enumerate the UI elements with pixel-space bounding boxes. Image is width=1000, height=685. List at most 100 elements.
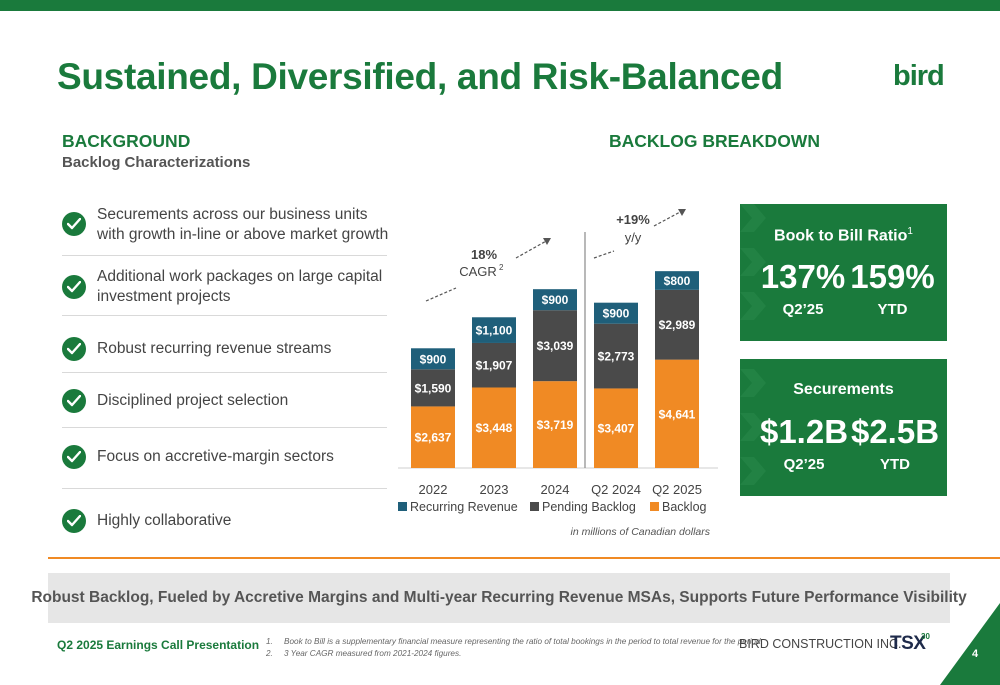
book-to-bill-q2-value: 137% (760, 258, 846, 295)
unit-note: in millions of Canadian dollars (571, 526, 711, 538)
divider (62, 488, 387, 489)
data-label: $800 (664, 274, 691, 288)
securements-ytd-label: YTD (880, 456, 910, 473)
data-label: $2,989 (659, 318, 696, 332)
bar-segment-backlog (533, 381, 577, 468)
yoy-annotation-value: +19% (616, 212, 650, 227)
securements-card: Securements $1.2B $2.5B Q2’25 YTD (740, 359, 947, 496)
bar-segment-recurring-revenue (655, 271, 699, 290)
legend-label: Backlog (662, 500, 707, 514)
footnote-marker: 1 (907, 226, 913, 237)
presentation-name: Q2 2025 Earnings Call Presentation (57, 638, 260, 652)
backlog-chart: $2,637 $1,590 $900 2022 $3,448 $1,907 $1,100 20… (398, 200, 728, 545)
data-label: $3,039 (537, 339, 574, 353)
background-heading: BACKGROUND (62, 131, 191, 151)
bar-segment-backlog (655, 359, 699, 468)
list-item-text: Focus on accretive-margin sectors (97, 448, 334, 465)
book-to-bill-card: Book to Bill Ratio1 137% 159% Q2’25 YTD (740, 204, 947, 341)
data-label: $3,448 (476, 421, 513, 435)
list-item: Additional work packages on large capita… (62, 262, 387, 318)
list-item-text: Highly collaborative (97, 512, 232, 529)
cagr-trend-arrow-left (425, 287, 457, 302)
list-item: Highly collaborative (62, 500, 387, 548)
backlog-stacked-bar-chart: $2,637 $1,590 $900 2022 $3,448 $1,907 $1,100 20… (398, 209, 718, 538)
footnote-text: 3 Year CAGR measured from 2021-2024 figu… (284, 649, 462, 658)
corner-triangle (940, 603, 1000, 685)
list-item: Robust recurring revenue streams (62, 324, 387, 372)
check-icon (62, 509, 86, 533)
page-number: 4 (972, 648, 979, 660)
bar-segment-pending-backlog (472, 342, 516, 388)
x-tick-label: 2023 (480, 482, 509, 497)
list-item-text: Robust recurring revenue streams (97, 340, 332, 357)
x-tick-label: Q2 2024 (591, 482, 641, 497)
x-tick-label: 2024 (541, 482, 570, 497)
footnotes: 1. Book to Bill is a supplementary financ… (266, 636, 763, 660)
check-icon (62, 212, 86, 236)
bar-segment-recurring-revenue (594, 302, 638, 324)
data-label: $1,907 (476, 359, 513, 373)
yoy-trend-arrow-left (593, 250, 615, 259)
legend-swatch (398, 502, 407, 511)
legend-label: Recurring Revenue (410, 500, 518, 514)
cagr-trend-arrow-right (515, 239, 549, 259)
arrowhead-icon (543, 238, 551, 245)
data-label: $900 (603, 307, 630, 321)
securements-ytd-value: $2.5B (850, 413, 940, 450)
list-item: Focus on accretive-margin sectors (62, 436, 387, 484)
data-label: $4,641 (659, 407, 696, 421)
data-label: $2,773 (598, 350, 635, 364)
x-tick-label: 2022 (419, 482, 448, 497)
divider (62, 255, 387, 256)
cagr-footnote-marker: 2 (499, 263, 504, 272)
bird-logo: bird (893, 60, 945, 92)
check-icon (62, 445, 86, 469)
background-subheading: Backlog Characterizations (62, 154, 251, 171)
yoy-annotation-label: y/y (625, 230, 642, 245)
cagr-annotation-label: CAGR (459, 264, 497, 279)
data-label: $1,100 (476, 324, 513, 338)
bar-segment-backlog (594, 388, 638, 468)
divider (62, 372, 387, 373)
list-item-text: Additional work packages on large capita… (97, 268, 383, 305)
backlog-breakdown-heading: BACKLOG BREAKDOWN (609, 131, 820, 151)
divider (62, 315, 387, 316)
divider (62, 427, 387, 428)
company-name: BIRD CONSTRUCTION INC. (739, 637, 902, 651)
legend-label: Pending Backlog (542, 500, 636, 514)
bar-segment-pending-backlog (533, 310, 577, 382)
data-label: $2,637 (415, 431, 452, 445)
list-item: Disciplined project selection (62, 380, 387, 428)
tsx-text: TSX (890, 633, 926, 654)
list-item-text: Securements across our business units wi… (97, 206, 389, 243)
book-to-bill-q2-label: Q2’25 (782, 301, 824, 318)
orange-divider (48, 557, 1000, 559)
legend-swatch (650, 502, 659, 511)
chevron-pattern-icon (740, 369, 766, 485)
data-label: $1,590 (415, 381, 452, 395)
securements-title: Securements (793, 381, 894, 398)
book-to-bill-title: Book to Bill Ratio1 (740, 226, 947, 245)
chevron-pattern-icon (740, 204, 766, 320)
book-to-bill-ytd-label: YTD (877, 301, 908, 318)
book-to-bill-title-text: Book to Bill Ratio (774, 227, 908, 245)
bar-segment-recurring-revenue (533, 289, 577, 311)
securements-q2-value: $1.2B (759, 413, 849, 450)
bar-segment-backlog (411, 406, 455, 468)
check-icon (62, 275, 86, 299)
x-tick-label: Q2 2025 (652, 482, 702, 497)
book-to-bill-ytd-value: 159% (850, 258, 935, 295)
bar-segment-recurring-revenue (411, 348, 455, 370)
bar-segment-pending-backlog (594, 323, 638, 389)
top-accent-bar (0, 0, 1000, 11)
bar-segment-pending-backlog (411, 369, 455, 407)
bar-segment-backlog (472, 387, 516, 468)
footnote-number: 2. (266, 649, 273, 658)
data-label: $3,719 (537, 418, 574, 432)
summary-banner-text: Robust Backlog, Fueled by Accretive Marg… (31, 589, 967, 606)
arrowhead-icon (678, 209, 686, 216)
yoy-trend-arrow-right (653, 210, 683, 227)
footnote: 1. Book to Bill is a supplementary financ… (266, 636, 763, 648)
list-item-text: Disciplined project selection (97, 392, 289, 409)
data-label: $3,407 (598, 422, 635, 436)
